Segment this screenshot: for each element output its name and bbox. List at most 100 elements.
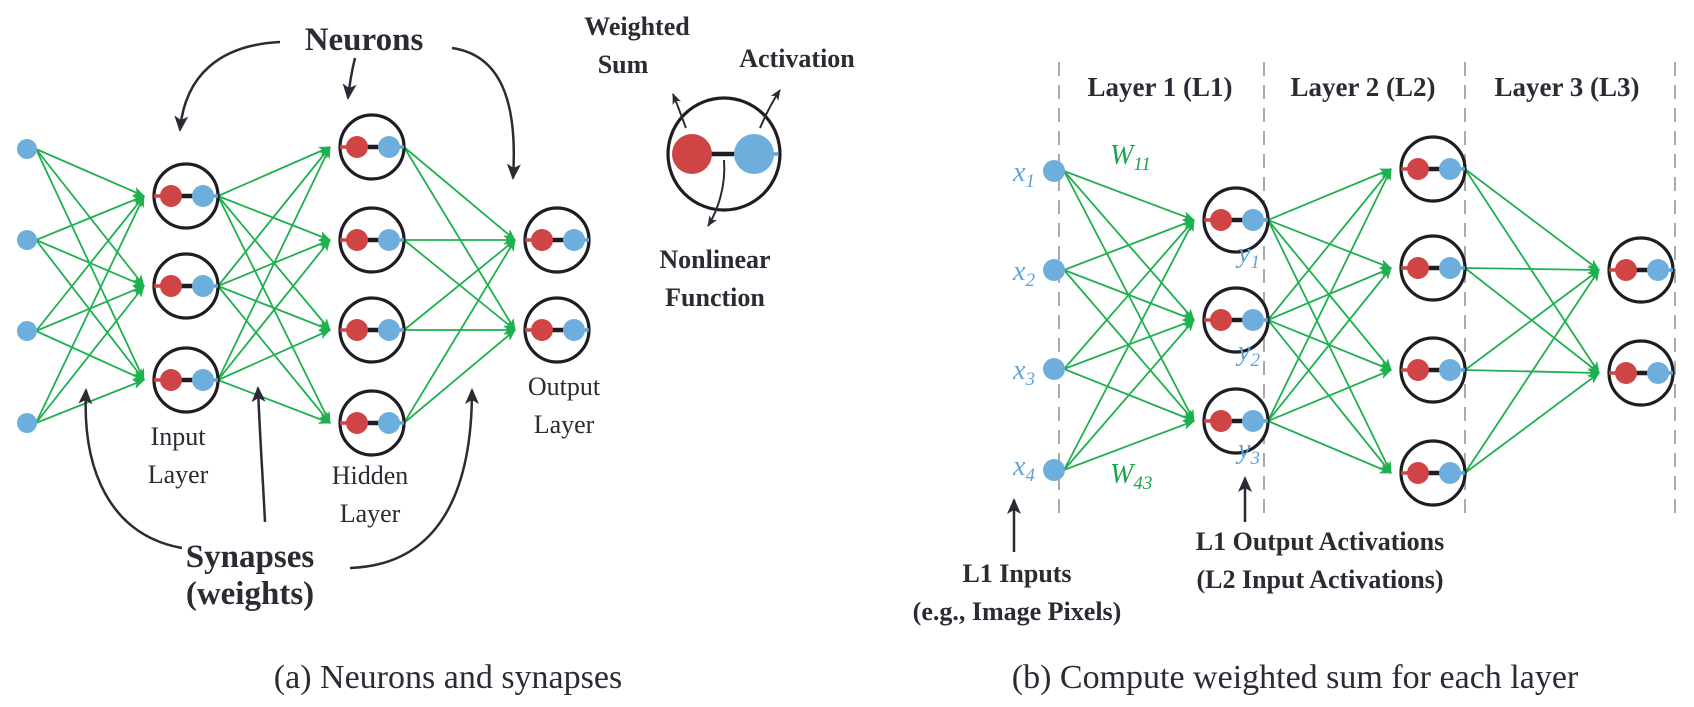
output-layer-neuron	[523, 206, 591, 274]
input-dot	[17, 230, 37, 250]
synapse	[217, 146, 331, 197]
inset-label-function: Function	[665, 283, 765, 312]
label-input-layer-line2: Layer	[148, 460, 209, 489]
weight-label-w43: W43	[1110, 459, 1152, 494]
inset-label-weighted: Weighted	[584, 12, 690, 41]
synapse	[1063, 170, 1195, 422]
synapse	[1063, 170, 1195, 221]
activation-node	[1647, 259, 1669, 281]
arrow-synapses-right	[349, 388, 479, 570]
weighted-sum-node	[346, 319, 368, 341]
weight-label-w11: W11	[1110, 140, 1151, 175]
input-dot	[17, 139, 37, 159]
layer-3-neuron	[1607, 236, 1675, 304]
panel-b-input-dots	[1043, 160, 1065, 481]
layer-2-neuron	[1399, 234, 1467, 302]
panel-b-layer-dividers	[1058, 62, 1676, 520]
synapse	[1464, 372, 1600, 474]
weighted-sum-node	[1210, 209, 1232, 231]
activation-node	[192, 275, 214, 297]
panel-b-synapses	[1063, 168, 1600, 474]
input-layer-neuron	[152, 252, 220, 320]
inset-label-sum: Sum	[598, 50, 649, 79]
input-dot	[17, 321, 37, 341]
synapse	[217, 146, 331, 381]
activation-node	[378, 229, 400, 251]
weighted-sum-node	[160, 185, 182, 207]
weighted-sum-node	[1407, 462, 1429, 484]
weighted-sum-node	[1210, 309, 1232, 331]
label-output-layer-line1: Output	[528, 372, 601, 401]
synapse	[1267, 168, 1392, 221]
input-dot	[17, 413, 37, 433]
synapse	[1267, 168, 1392, 321]
synapse	[217, 239, 331, 381]
input-label-x4: x4	[1012, 451, 1035, 486]
arrow-neurons-to-output-layer	[451, 46, 521, 180]
input-label-x3: x3	[1012, 355, 1035, 390]
input-dot	[1043, 459, 1065, 481]
synapse	[217, 329, 331, 381]
label-output-layer-line2: Layer	[534, 410, 595, 439]
output-layer-neuron	[523, 296, 591, 364]
weighted-sum-node	[1615, 362, 1637, 384]
synapse	[1267, 319, 1392, 474]
label-synapses: Synapses	[186, 539, 315, 575]
inset-label-activation: Activation	[739, 44, 855, 73]
panel-a-synapses	[35, 146, 516, 424]
caption-a: (a) Neurons and synapses	[274, 659, 622, 696]
activation-node	[192, 369, 214, 391]
output-label-y2: y2	[1235, 336, 1260, 371]
synapse	[1464, 269, 1600, 371]
weighted-sum-node	[160, 369, 182, 391]
layer-1-neuron	[1202, 186, 1270, 254]
panel-a-neurons	[152, 113, 591, 457]
activation-node	[1439, 158, 1461, 180]
layer-2-heading: Layer 2 (L2)	[1291, 72, 1436, 102]
arrow-neurons-to-hidden-layer	[342, 57, 357, 100]
synapse	[1464, 168, 1600, 374]
layer-1-neuron	[1202, 387, 1270, 455]
weighted-sum-node	[1407, 158, 1429, 180]
layer-2-neuron	[1399, 336, 1467, 404]
label-hidden-layer-line2: Layer	[340, 499, 401, 528]
activation-node	[563, 229, 585, 251]
synapse	[1267, 369, 1392, 422]
inset-neuron	[666, 89, 782, 227]
input-layer-neuron	[152, 346, 220, 414]
label-l1-inputs: L1 Inputs	[962, 559, 1071, 588]
synapse	[1464, 264, 1600, 275]
arrow-synapses-left	[78, 388, 183, 550]
activation-node	[1242, 309, 1264, 331]
synapse	[1063, 219, 1195, 370]
panel-a-callout-arrows	[78, 40, 521, 570]
layer-1-neuron	[1202, 286, 1270, 354]
weighted-sum-node	[1407, 359, 1429, 381]
activation-node	[1647, 362, 1669, 384]
hidden-layer-neuron	[338, 113, 406, 181]
activation-node	[1242, 209, 1264, 231]
synapse	[35, 195, 145, 332]
weighted-sum-node	[346, 229, 368, 251]
panel-b-network	[1043, 135, 1675, 507]
hidden-layer-neuron	[338, 206, 406, 274]
synapse	[1063, 420, 1195, 471]
synapse	[403, 239, 516, 331]
hidden-layer-neuron	[338, 389, 406, 457]
label-input-layer-line1: Input	[151, 422, 207, 451]
synapse	[403, 146, 516, 331]
label-neurons: Neurons	[305, 22, 424, 58]
input-dot	[1043, 160, 1065, 182]
synapse	[1267, 168, 1392, 422]
activation-node	[1439, 257, 1461, 279]
synapse	[403, 146, 516, 241]
activation-node	[563, 319, 585, 341]
arrow-synapses-middle	[251, 386, 267, 523]
output-label-y3: y3	[1235, 434, 1260, 469]
activation-node	[1242, 410, 1264, 432]
hidden-layer-neuron	[338, 296, 406, 364]
synapse	[1267, 420, 1392, 474]
synapse	[1063, 219, 1195, 271]
synapse	[35, 148, 145, 197]
activation-node	[1439, 359, 1461, 381]
